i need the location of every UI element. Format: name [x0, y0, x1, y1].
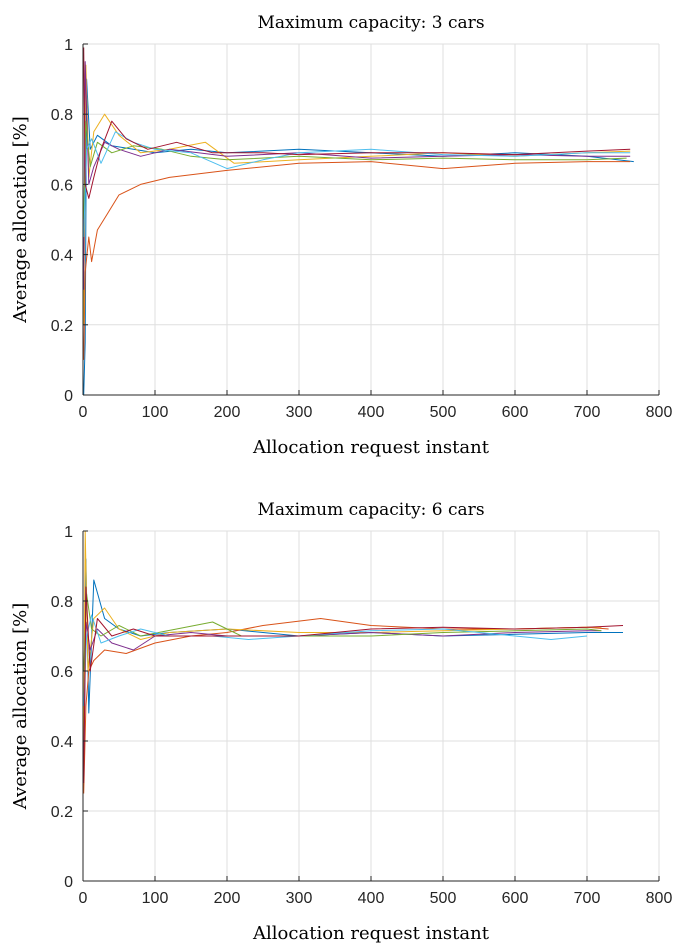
chart-title: Maximum capacity: 3 cars [257, 13, 484, 33]
y-tick-label: 0.2 [51, 804, 73, 821]
x-axis-label: Allocation request instant [252, 923, 490, 944]
y-tick-label: 1 [64, 37, 73, 54]
plot-area [83, 47, 634, 396]
x-tick-label: 200 [214, 890, 241, 907]
y-tick-label: 0.8 [51, 107, 73, 124]
chart-panel-1: 0 100 200 300 400 500 600 700 800 0 0.2 0.4 0.6 0.8 1 M… [10, 13, 672, 458]
series-line-3 [83, 530, 602, 742]
y-tick-label: 0 [64, 874, 73, 891]
x-tick-label: 800 [646, 890, 673, 907]
x-tick-label: 700 [574, 404, 601, 421]
series-line-2 [83, 161, 631, 360]
y-tick-label: 0.6 [51, 177, 73, 194]
x-tick-label: 200 [214, 404, 241, 421]
series-line-1 [83, 78, 634, 396]
x-tick-label: 400 [358, 890, 385, 907]
series-line-6 [83, 131, 631, 238]
y-tick-label: 0 [64, 388, 73, 405]
series-line-4 [83, 621, 602, 777]
x-tick-label: 0 [79, 404, 88, 421]
x-tick-label: 600 [502, 890, 529, 907]
y-tick-label: 0.4 [51, 734, 73, 751]
x-tick-label: 700 [574, 890, 601, 907]
series-line-1 [83, 558, 623, 777]
y-tick-label: 1 [64, 524, 73, 541]
y-tick-label: 0.8 [51, 594, 73, 611]
series-line-2 [83, 618, 609, 794]
chart-title: Maximum capacity: 6 cars [257, 500, 484, 520]
x-tick-label: 500 [430, 890, 457, 907]
chart-panel-2: 0 100 200 300 400 500 600 700 800 0 0.2 0.4 0.6 0.8 1 M… [10, 500, 672, 944]
series-line-7 [83, 47, 631, 199]
y-tick-label: 0.2 [51, 318, 73, 335]
x-tick-label: 600 [502, 404, 529, 421]
x-tick-label: 400 [358, 404, 385, 421]
x-tick-label: 500 [430, 404, 457, 421]
series-line-7 [83, 586, 624, 784]
y-axis-label: Average allocation [%] [10, 116, 31, 324]
y-tick-label: 0.6 [51, 664, 73, 681]
x-axis-label: Allocation request instant [252, 437, 490, 458]
x-tick-label: 300 [286, 404, 313, 421]
plot-area [83, 530, 624, 794]
series-line-3 [83, 64, 631, 325]
x-tick-label: 800 [646, 404, 673, 421]
series-line-4 [83, 61, 631, 290]
y-axis-label: Average allocation [%] [10, 603, 31, 811]
x-tick-label: 100 [142, 404, 169, 421]
series-line-5 [83, 593, 602, 672]
x-tick-label: 100 [142, 890, 169, 907]
series-line-5 [83, 120, 627, 220]
x-tick-label: 300 [286, 890, 313, 907]
x-tick-label: 0 [79, 890, 88, 907]
y-tick-label: 0.4 [51, 248, 73, 265]
